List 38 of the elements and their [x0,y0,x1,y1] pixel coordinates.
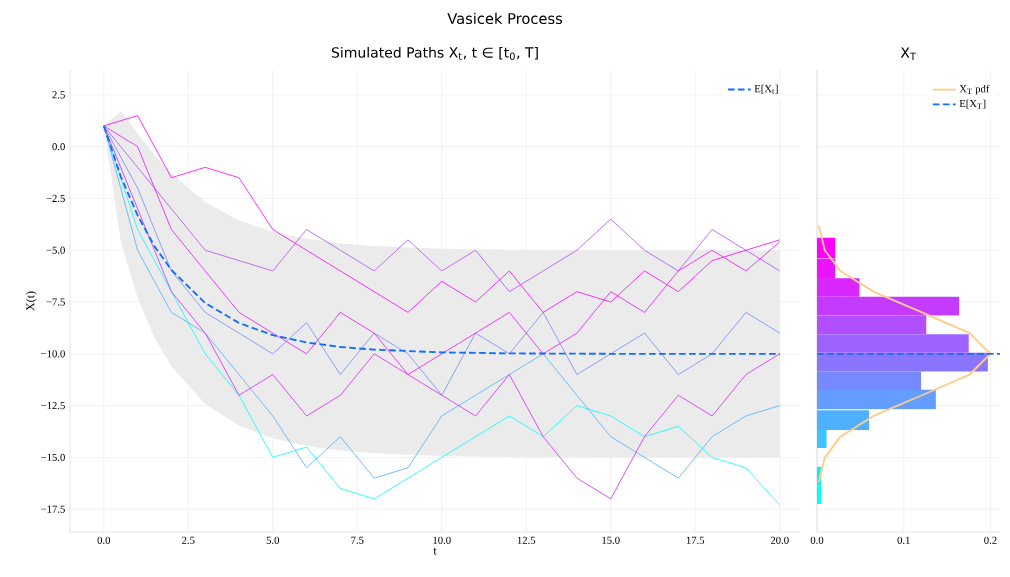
y-tick-label: −5.0 [46,246,65,254]
y-tick-label: −7.5 [46,298,65,306]
x-tick-label: 20.0 [770,536,789,544]
x-tick-label: 0.2 [984,536,997,544]
bar [817,334,969,353]
y-tick-label: −10.0 [41,350,65,358]
bar [817,389,936,410]
bar [817,278,860,297]
x-tick-label: 2.5 [182,536,195,544]
y-tick-label: −12.5 [41,402,65,410]
x-tick-label: 17.5 [686,536,705,544]
bar [817,371,922,391]
y-tick-label: −17.5 [41,505,65,513]
y-tick-label: 0.0 [52,143,65,151]
bar [817,259,836,279]
y-tick-label: −15.0 [41,453,65,462]
chart-title: X$_{T}$ [900,47,916,60]
chart-subtitle: Simulated Paths X$_{t}$, t ∈ [t$_{0}$, T] [331,46,538,60]
x-tick-label: 0.0 [810,536,824,544]
y-axis-title: X(t) [25,291,37,311]
legend-label: X$_{T}$ pdf [959,84,990,95]
x-tick-label: 10.0 [433,536,451,544]
legend-label: E[X$_{T}$] [959,99,986,109]
x-axis-title: t [433,547,437,555]
x-tick-label: 15.0 [602,536,620,544]
x-tick-label: 7.5 [351,536,364,544]
chart-title: Vasicek Process [447,12,563,25]
bar [817,296,960,316]
bar [817,429,827,449]
bar [817,315,927,335]
x-tick-label: 0.0 [97,536,111,544]
x-tick-label: 0.1 [897,536,910,544]
bar [817,410,870,430]
legend-label: E[X$_{t}$] [754,84,778,94]
y-tick-label: −2.5 [46,194,65,203]
x-tick-label: 12.5 [517,536,536,544]
y-tick-label: 2.5 [52,91,65,99]
x-tick-label: 5.0 [266,536,280,544]
